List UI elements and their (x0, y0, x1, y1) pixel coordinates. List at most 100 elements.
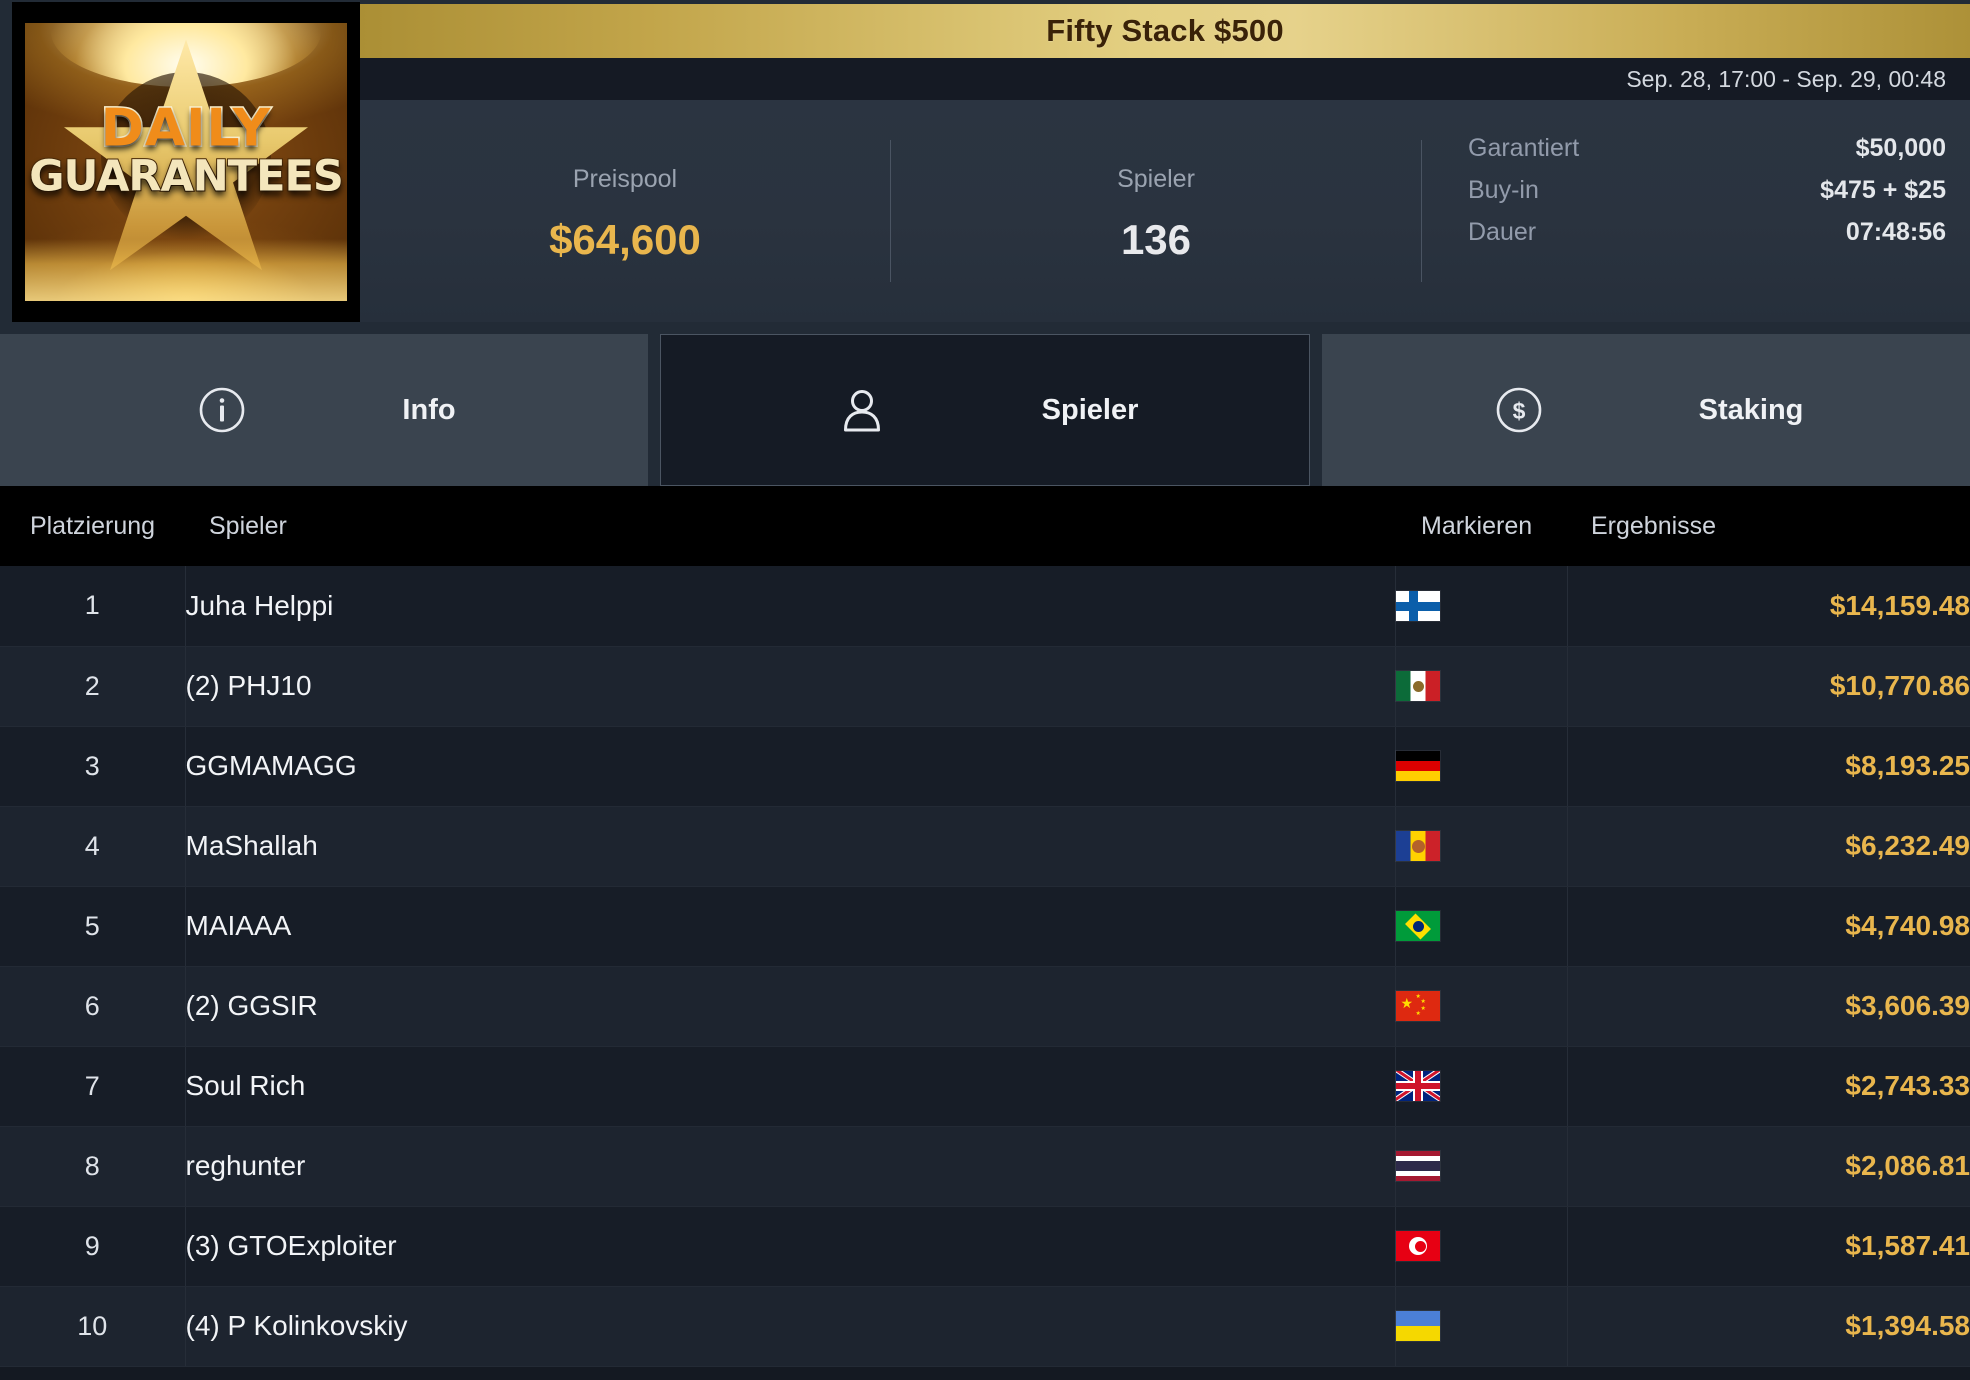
cell-player: (2) PHJ10 (185, 646, 1395, 727)
schedule-text: Sep. 28, 17:00 - Sep. 29, 00:48 (1626, 65, 1946, 92)
cell-rank: 8 (0, 1126, 186, 1207)
cell-mark[interactable] (1394, 886, 1568, 967)
tab-spieler[interactable]: Spieler (660, 334, 1310, 486)
cell-mark[interactable] (1394, 806, 1568, 887)
cell-player: Soul Rich (185, 1046, 1395, 1127)
cell-mark[interactable] (1394, 726, 1568, 807)
tournament-stats: Preispool $64,600 Spieler 136 Garantiert… (360, 100, 1970, 322)
table-row[interactable]: 2 (2) PHJ10 $10,770.86 (0, 646, 1970, 727)
cell-rank: 10 (0, 1286, 186, 1367)
column-header-player[interactable]: Spieler (185, 486, 1395, 566)
tab-info-label: Info (402, 393, 456, 426)
table-row[interactable]: 10 (4) P Kolinkovskiy $1,394.58 (0, 1286, 1970, 1367)
cell-mark[interactable] (1394, 646, 1568, 727)
flag-tunisia-icon (1395, 1231, 1440, 1261)
players-table-container: Platzierung Spieler Markieren Ergebnisse… (0, 486, 1970, 1380)
cell-result: $1,587.41 (1567, 1206, 1970, 1287)
flag-ukraine-icon (1395, 1311, 1440, 1341)
cell-mark[interactable] (1394, 1046, 1568, 1127)
tournament-details: Garantiert $50,000 Buy-in $475 + $25 Dau… (1422, 100, 1970, 322)
cell-rank: 6 (0, 966, 186, 1047)
cell-rank: 9 (0, 1206, 186, 1287)
prizepool-label: Preispool (572, 164, 678, 193)
cell-player: GGMAMAGG (185, 726, 1395, 807)
table-row[interactable]: 4 MaShallah $6,232.49 (0, 806, 1970, 887)
detail-row-guaranteed: Garantiert $50,000 (1468, 134, 1946, 163)
tab-bar: Info Spieler $ Staking (0, 334, 1970, 486)
cell-mark[interactable] (1394, 1126, 1568, 1207)
detail-value: $475 + $25 (1820, 176, 1946, 204)
players-table: Platzierung Spieler Markieren Ergebnisse… (0, 486, 1970, 1367)
cell-result: $2,086.81 (1567, 1126, 1970, 1207)
person-icon (832, 380, 892, 440)
cell-rank: 2 (0, 646, 186, 727)
flag-united-kingdom-icon (1395, 1071, 1440, 1101)
column-header-mark[interactable]: Markieren (1395, 486, 1567, 566)
cell-mark[interactable] (1394, 566, 1568, 647)
flag-thailand-icon (1395, 1151, 1440, 1181)
table-row[interactable]: 9 (3) GTOExploiter $1,587.41 (0, 1206, 1970, 1287)
table-header-row: Platzierung Spieler Markieren Ergebnisse (0, 486, 1970, 566)
cell-mark[interactable]: ★ ★ ★ ★ ★ (1394, 966, 1568, 1047)
page-title: Fifty Stack $500 (1046, 13, 1284, 48)
players-stat: Spieler 136 (891, 100, 1421, 322)
cell-player: (4) P Kolinkovskiy (185, 1286, 1395, 1367)
flag-china-icon: ★ ★ ★ ★ ★ (1395, 991, 1440, 1021)
cell-result: $6,232.49 (1567, 806, 1970, 887)
flag-finland-icon (1395, 590, 1440, 621)
banner-line-1: DAILY (99, 98, 272, 159)
cell-player: Juha Helppi (185, 566, 1395, 647)
column-header-rank[interactable]: Platzierung (0, 486, 185, 566)
table-row[interactable]: 3 GGMAMAGG $8,193.25 (0, 726, 1970, 807)
cell-result: $1,394.58 (1567, 1286, 1970, 1367)
cell-result: $3,606.39 (1567, 966, 1970, 1047)
cell-result: $4,740.98 (1567, 886, 1970, 967)
daily-guarantees-banner[interactable]: DAILY GUARANTEES (12, 2, 360, 322)
cell-rank: 5 (0, 886, 186, 967)
cell-player: MAIAAA (185, 886, 1395, 967)
cell-mark[interactable] (1394, 1206, 1568, 1287)
table-row[interactable]: 5 MAIAAA $4,740.98 (0, 886, 1970, 967)
flag-germany-icon (1395, 751, 1440, 781)
tab-staking-label: Staking (1698, 393, 1804, 426)
players-value: 136 (1120, 215, 1192, 263)
flag-brazil-icon (1395, 911, 1440, 941)
detail-value: 07:48:56 (1845, 218, 1946, 246)
prizepool-stat: Preispool $64,600 (360, 100, 890, 322)
table-row[interactable]: 7 Soul Rich $2,743.33 (0, 1046, 1970, 1127)
cell-player: MaShallah (185, 806, 1395, 887)
table-row[interactable]: 1 Juha Helppi $14,159.48 (0, 566, 1970, 647)
players-label: Spieler (1117, 164, 1195, 193)
detail-label: Garantiert (1468, 134, 1580, 162)
cell-result: $10,770.86 (1567, 646, 1970, 727)
cell-rank: 4 (0, 806, 186, 887)
detail-row-buyin: Buy-in $475 + $25 (1468, 176, 1946, 205)
table-row[interactable]: 6 (2) GGSIR ★ ★ ★ ★ ★ $3,606.39 (0, 966, 1970, 1047)
banner-artwork: DAILY GUARANTEES (25, 23, 347, 301)
table-header: Platzierung Spieler Markieren Ergebnisse (0, 486, 1970, 566)
cell-result: $14,159.48 (1567, 566, 1970, 647)
tab-staking[interactable]: $ Staking (1322, 334, 1970, 486)
info-circle-icon (192, 380, 252, 440)
tournament-header: DAILY GUARANTEES Fifty Stack $500 Sep. 2… (0, 0, 1970, 330)
stats-divider-2 (1421, 140, 1422, 282)
detail-value: $50,000 (1855, 134, 1946, 162)
cell-player: reghunter (185, 1126, 1395, 1207)
banner-floor-glow (25, 239, 347, 301)
table-row[interactable]: 8 reghunter $2,086.81 (0, 1126, 1970, 1207)
tournament-title-bar: Fifty Stack $500 (360, 4, 1970, 58)
column-header-result[interactable]: Ergebnisse (1567, 486, 1970, 566)
dollar-circle-icon: $ (1489, 380, 1549, 440)
schedule-bar: Sep. 28, 17:00 - Sep. 29, 00:48 (360, 58, 1970, 100)
cell-rank: 1 (0, 566, 186, 647)
flag-moldova-icon (1395, 831, 1440, 861)
cell-rank: 3 (0, 726, 186, 807)
banner-text: DAILY GUARANTEES (25, 98, 347, 202)
svg-text:$: $ (1512, 398, 1525, 424)
tab-info[interactable]: Info (0, 334, 648, 486)
cell-player: (3) GTOExploiter (185, 1206, 1395, 1287)
cell-mark[interactable] (1394, 1286, 1568, 1367)
banner-line-2: GUARANTEES (28, 151, 345, 202)
detail-label: Buy-in (1468, 176, 1539, 204)
prizepool-value: $64,600 (549, 215, 701, 263)
